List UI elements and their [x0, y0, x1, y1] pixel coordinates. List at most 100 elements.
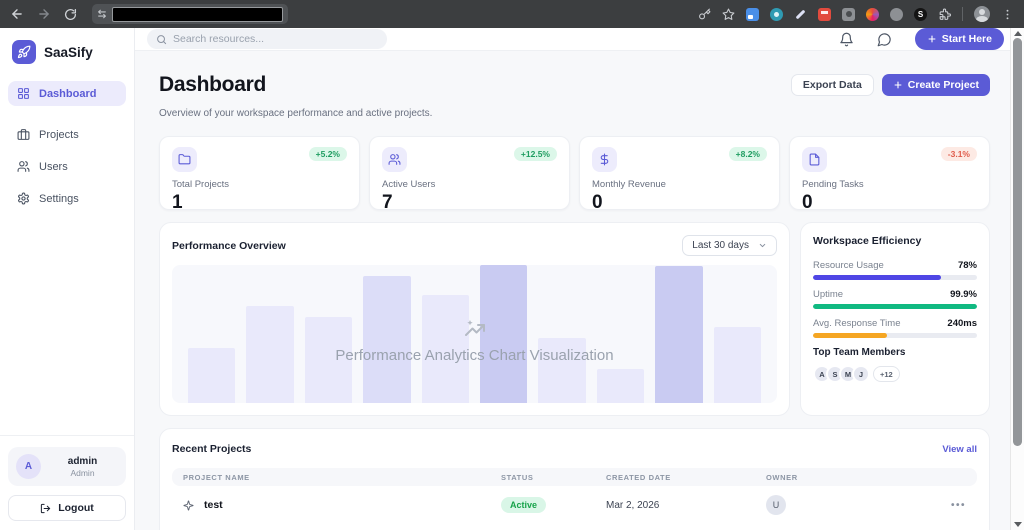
- chat-icon[interactable]: [877, 32, 892, 47]
- extensions-puzzle-icon[interactable]: [938, 8, 951, 21]
- folder-icon: [172, 147, 197, 172]
- address-bar[interactable]: [92, 4, 288, 24]
- browser-forward-icon[interactable]: [37, 7, 51, 21]
- metric-value: 99.9%: [950, 289, 977, 300]
- extension-icon[interactable]: [770, 7, 783, 21]
- browser-menu-icon[interactable]: [1001, 8, 1014, 21]
- metric-uptime: Uptime 99.9%: [813, 289, 977, 309]
- workspace-efficiency-card: Workspace Efficiency Resource Usage 78% …: [800, 222, 990, 416]
- stat-label: Active Users: [382, 179, 436, 190]
- stat-card-total-projects: +5.2% Total Projects 1: [159, 136, 360, 213]
- chevron-down-icon: [758, 241, 767, 250]
- logout-button[interactable]: Logout: [8, 495, 126, 521]
- progress-fill: [813, 304, 977, 309]
- chart-bar: [188, 347, 236, 403]
- plus-icon: [927, 34, 937, 44]
- team-avatars: A S M J +12: [813, 365, 977, 383]
- sidebar-item-label: Projects: [39, 128, 79, 141]
- chart-bar: [596, 368, 645, 403]
- metric-label: Avg. Response Time: [813, 318, 901, 329]
- view-all-link[interactable]: View all: [942, 443, 977, 455]
- efficiency-title: Workspace Efficiency: [813, 235, 922, 247]
- stat-change-badge: +8.2%: [728, 147, 767, 161]
- browser-profile-avatar[interactable]: [974, 6, 990, 22]
- team-title: Top Team Members: [813, 347, 906, 358]
- performance-chart-placeholder: Performance Analytics Chart Visualizatio…: [172, 265, 777, 403]
- chart-bar: [363, 276, 411, 403]
- project-name: test: [204, 499, 223, 511]
- owner-avatar: U: [766, 495, 786, 515]
- sidebar-item-label: Users: [39, 160, 68, 173]
- date-range-value: Last 30 days: [692, 240, 749, 251]
- bell-icon[interactable]: [839, 32, 854, 47]
- brand: SaaSify: [0, 28, 134, 79]
- window-scrollbar[interactable]: [1010, 28, 1024, 530]
- column-created-date: CREATED DATE: [606, 472, 671, 482]
- extension-icon[interactable]: [818, 7, 831, 21]
- users-icon: [382, 147, 407, 172]
- search-input[interactable]: [173, 33, 378, 45]
- progress-fill: [813, 275, 941, 280]
- user-role: Admin: [70, 467, 95, 478]
- stat-card-active-users: +12.5% Active Users 7: [369, 136, 570, 213]
- trending-up-sparkle-icon: [463, 318, 487, 342]
- search-icon: [156, 34, 167, 45]
- extension-icon[interactable]: [866, 7, 879, 21]
- column-status: STATUS: [501, 472, 534, 482]
- start-here-button[interactable]: Start Here: [914, 28, 1004, 50]
- stat-value: 7: [382, 192, 393, 213]
- extension-icon[interactable]: S: [914, 7, 927, 21]
- performance-title: Performance Overview: [172, 239, 286, 252]
- stat-change-badge: -3.1%: [940, 147, 977, 161]
- sidebar-item-dashboard[interactable]: Dashboard: [8, 81, 126, 106]
- create-project-label: Create Project: [907, 79, 979, 91]
- table-header: PROJECT NAME STATUS CREATED DATE OWNER: [172, 468, 977, 486]
- sidebar-item-users[interactable]: Users: [8, 154, 126, 179]
- scroll-up-arrow[interactable]: [1014, 31, 1022, 36]
- bookmark-star-icon[interactable]: [722, 8, 735, 21]
- scroll-down-arrow[interactable]: [1014, 522, 1022, 527]
- extension-icon[interactable]: [746, 7, 759, 21]
- chart-bar: [304, 317, 353, 403]
- recent-projects-title: Recent Projects: [172, 443, 252, 455]
- export-data-label: Export Data: [802, 79, 862, 91]
- search-box[interactable]: [147, 29, 387, 49]
- file-icon: [802, 147, 827, 172]
- page-title: Dashboard: [159, 73, 266, 96]
- sidebar-item-settings[interactable]: Settings: [8, 186, 126, 211]
- browser-reload-icon[interactable]: [64, 8, 77, 21]
- browser-toolbar: S: [0, 0, 1024, 28]
- stat-card-monthly-revenue: +8.2% Monthly Revenue 0: [579, 136, 780, 212]
- sidebar-item-projects[interactable]: Projects: [8, 122, 126, 147]
- extension-icon[interactable]: [890, 7, 903, 21]
- users-icon: [17, 160, 30, 173]
- page-subtitle: Overview of your workspace performance a…: [159, 108, 433, 119]
- divider: [962, 7, 963, 21]
- team-avatar: J: [852, 365, 870, 383]
- sidebar-user-card[interactable]: A admin Admin: [8, 447, 126, 486]
- browser-back-icon[interactable]: [10, 7, 24, 21]
- progress-fill: [813, 333, 887, 338]
- stat-change-badge: +5.2%: [308, 147, 347, 161]
- row-actions-menu[interactable]: •••: [950, 499, 966, 511]
- stat-value: 1: [172, 192, 183, 213]
- stat-label: Pending Tasks: [802, 179, 864, 190]
- column-project-name: PROJECT NAME: [183, 472, 250, 482]
- chart-bar: [538, 338, 586, 403]
- sidebar-item-label: Dashboard: [39, 87, 97, 100]
- extension-camera-icon[interactable]: [842, 7, 855, 21]
- gear-icon: [17, 192, 30, 205]
- stat-change-badge: +12.5%: [513, 147, 557, 161]
- table-row[interactable]: test Active Mar 2, 2026 U •••: [172, 486, 977, 521]
- dollar-icon: [592, 147, 617, 172]
- date-range-select[interactable]: Last 30 days: [682, 235, 777, 256]
- metric-value: 78%: [957, 260, 977, 271]
- extension-pencil-icon[interactable]: [794, 8, 807, 21]
- create-project-button[interactable]: Create Project: [881, 74, 990, 96]
- scrollbar-thumb[interactable]: [1013, 38, 1022, 446]
- sidebar-menu: Dashboard Projects Users Settings: [0, 79, 134, 213]
- chart-bar: [655, 266, 703, 403]
- password-key-icon[interactable]: [698, 8, 711, 21]
- export-data-button[interactable]: Export Data: [790, 74, 874, 96]
- metric-avg-response-time: Avg. Response Time 240ms: [813, 318, 977, 338]
